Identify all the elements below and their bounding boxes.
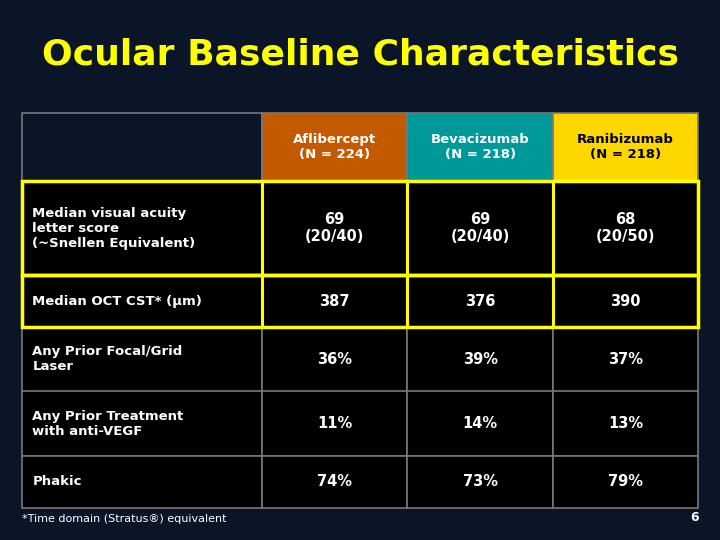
Text: Bevacizumab
(N = 218): Bevacizumab (N = 218) <box>431 133 529 161</box>
Text: 68
(20/50): 68 (20/50) <box>596 212 655 244</box>
Bar <box>408 181 553 275</box>
Text: 69
(20/40): 69 (20/40) <box>305 212 364 244</box>
Bar <box>408 275 553 327</box>
Bar <box>553 275 698 327</box>
Text: Median OCT CST* (μm): Median OCT CST* (μm) <box>32 294 202 308</box>
Text: 11%: 11% <box>317 416 352 431</box>
Bar <box>22 275 698 327</box>
Text: *Time domain (Stratus®) equivalent: *Time domain (Stratus®) equivalent <box>22 514 226 524</box>
Text: Aflibercept
(N = 224): Aflibercept (N = 224) <box>293 133 376 161</box>
Text: 73%: 73% <box>463 475 498 489</box>
Bar <box>22 392 262 456</box>
Bar <box>408 392 553 456</box>
Bar <box>22 113 262 181</box>
Text: Ranibizumab
(N = 218): Ranibizumab (N = 218) <box>577 133 674 161</box>
Bar <box>262 113 408 181</box>
Bar <box>408 113 553 181</box>
Bar <box>262 392 408 456</box>
Bar <box>22 181 262 275</box>
Bar <box>262 275 408 327</box>
Bar <box>22 327 262 392</box>
Bar <box>408 327 553 392</box>
Text: 79%: 79% <box>608 475 643 489</box>
Bar <box>262 327 408 392</box>
Text: 387: 387 <box>320 294 350 308</box>
Text: 69
(20/40): 69 (20/40) <box>451 212 510 244</box>
Text: Ocular Baseline Characteristics: Ocular Baseline Characteristics <box>42 38 678 72</box>
Text: 39%: 39% <box>463 352 498 367</box>
Bar <box>22 181 698 275</box>
Bar <box>22 275 262 327</box>
Bar <box>22 456 262 508</box>
Bar <box>553 181 698 275</box>
Text: 37%: 37% <box>608 352 643 367</box>
Text: 14%: 14% <box>462 416 498 431</box>
Text: 74%: 74% <box>317 475 352 489</box>
Bar <box>262 456 408 508</box>
Bar <box>553 456 698 508</box>
Text: Any Prior Treatment
with anti-VEGF: Any Prior Treatment with anti-VEGF <box>32 410 184 438</box>
Text: 390: 390 <box>611 294 641 308</box>
Text: 6: 6 <box>690 511 698 524</box>
Bar <box>553 327 698 392</box>
Text: 36%: 36% <box>317 352 352 367</box>
Bar <box>408 456 553 508</box>
Bar <box>553 113 698 181</box>
Text: 13%: 13% <box>608 416 643 431</box>
Text: Phakic: Phakic <box>32 475 82 489</box>
Text: Any Prior Focal/Grid
Laser: Any Prior Focal/Grid Laser <box>32 345 183 373</box>
Text: Median visual acuity
letter score
(~Snellen Equivalent): Median visual acuity letter score (~Snel… <box>32 207 196 249</box>
Text: 376: 376 <box>465 294 495 308</box>
Bar <box>553 392 698 456</box>
Bar <box>262 181 408 275</box>
